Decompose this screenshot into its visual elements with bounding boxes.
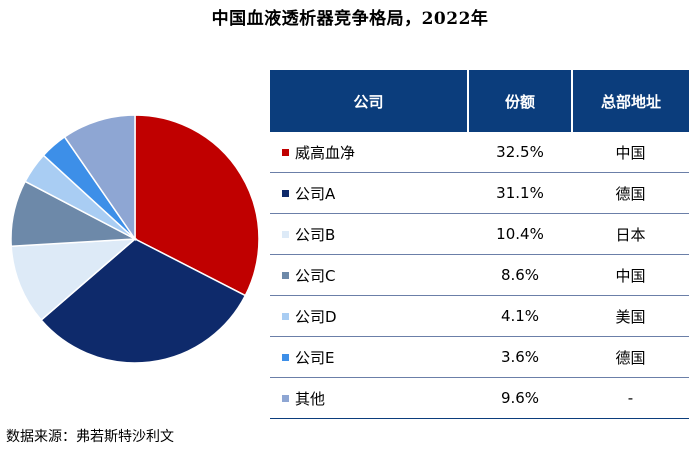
company-name: 公司A (295, 184, 336, 203)
legend-swatch (282, 394, 289, 402)
table-row: 其他 9.6% - (270, 377, 689, 419)
hq-cell: 中国 (572, 254, 689, 296)
company-cell: 公司E (270, 336, 468, 378)
table-row: 威高血净 32.5% 中国 (270, 132, 689, 173)
hq-cell: 德国 (572, 336, 689, 378)
pie-slice (40, 238, 247, 364)
company-name: 公司E (295, 348, 335, 367)
pie-slice (134, 114, 260, 297)
header-share: 份额 (467, 70, 572, 132)
company-cell: 公司C (270, 254, 468, 296)
share-cell: 8.6% (468, 254, 572, 296)
table-row: 公司A 31.1% 德国 (270, 172, 689, 214)
header-hq: 总部地址 (571, 70, 689, 132)
legend-swatch (282, 230, 289, 238)
legend-swatch (282, 353, 289, 361)
share-table: 公司 份额 总部地址 威高血净 32.5% 中国 公司A 31.1% 德国 公司B 10.4%… (270, 70, 689, 419)
company-name: 威高血净 (295, 143, 356, 162)
header-company: 公司 (270, 70, 468, 132)
company-name: 公司D (295, 307, 337, 326)
pie-slice (10, 238, 138, 322)
share-cell: 31.1% (468, 172, 572, 214)
hq-cell: - (572, 377, 689, 419)
table-row: 公司D 4.1% 美国 (270, 295, 689, 337)
company-name: 公司C (295, 266, 336, 285)
company-cell: 公司B (270, 213, 468, 255)
hq-cell: 美国 (572, 295, 689, 337)
company-name: 公司B (295, 225, 336, 244)
hq-cell: 中国 (572, 132, 689, 173)
pie-chart (10, 114, 260, 364)
company-cell: 其他 (270, 377, 468, 419)
pie-slice (63, 114, 136, 242)
share-cell: 32.5% (468, 132, 572, 173)
source-note: 数据来源：弗若斯特沙利文 (6, 429, 174, 445)
hq-cell: 德国 (572, 172, 689, 214)
share-cell: 9.6% (468, 377, 572, 419)
share-cell: 10.4% (468, 213, 572, 255)
table-header-row: 公司 份额 总部地址 (270, 70, 689, 132)
company-cell: 公司A (270, 172, 468, 214)
chart-title: 中国血液透析器竞争格局，2022年 (211, 9, 489, 29)
legend-swatch (282, 271, 289, 279)
share-cell: 3.6% (468, 336, 572, 378)
share-cell: 4.1% (468, 295, 572, 337)
hq-cell: 日本 (572, 213, 689, 255)
legend-swatch (282, 312, 289, 320)
table-row: 公司B 10.4% 日本 (270, 213, 689, 255)
legend-swatch (282, 148, 289, 156)
company-name: 其他 (295, 389, 326, 408)
company-cell: 威高血净 (270, 132, 468, 173)
legend-swatch (282, 189, 289, 197)
table-row: 公司E 3.6% 德国 (270, 336, 689, 378)
company-cell: 公司D (270, 295, 468, 337)
table-row: 公司C 8.6% 中国 (270, 254, 689, 296)
